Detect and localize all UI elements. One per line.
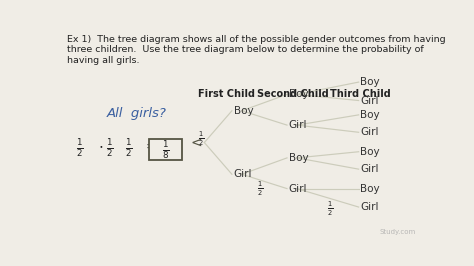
Text: Boy: Boy (289, 153, 309, 163)
Text: Boy: Boy (360, 147, 380, 157)
Text: $=$: $=$ (143, 139, 158, 153)
Text: Boy: Boy (289, 89, 309, 99)
Text: Study.com: Study.com (379, 229, 416, 235)
Text: First Child: First Child (198, 89, 255, 99)
Text: Girl: Girl (289, 184, 307, 194)
Text: Girl: Girl (360, 202, 379, 212)
Text: $\frac{1}{2}$: $\frac{1}{2}$ (198, 129, 204, 148)
Text: $\frac{1}{2}$: $\frac{1}{2}$ (257, 180, 264, 198)
Text: Ex 1)  The tree diagram shows all of the possible gender outcomes from having
th: Ex 1) The tree diagram shows all of the … (66, 35, 445, 65)
Text: Girl: Girl (360, 164, 379, 174)
Text: Boy: Boy (234, 106, 254, 116)
Text: $\frac{1}{2}$: $\frac{1}{2}$ (327, 200, 334, 218)
Text: Boy: Boy (360, 184, 380, 194)
Text: Boy: Boy (360, 77, 380, 87)
Text: Girl: Girl (360, 127, 379, 137)
Text: $\cdot$: $\cdot$ (98, 138, 103, 153)
Text: All  girls?: All girls? (107, 107, 167, 120)
Text: Second Child: Second Child (256, 89, 328, 99)
Text: Boy: Boy (360, 110, 380, 120)
FancyBboxPatch shape (149, 139, 182, 160)
Text: <: < (191, 135, 202, 149)
Text: $\frac{1}{2}$: $\frac{1}{2}$ (125, 137, 132, 159)
Text: $\frac{1}{2}$: $\frac{1}{2}$ (76, 137, 83, 159)
Text: Girl: Girl (289, 120, 307, 130)
Text: $\frac{1}{8}$: $\frac{1}{8}$ (162, 139, 170, 161)
Text: Third Child: Third Child (330, 89, 391, 99)
Text: Girl: Girl (360, 95, 379, 106)
Text: $\frac{1}{2}$: $\frac{1}{2}$ (106, 137, 114, 159)
Text: Girl: Girl (234, 169, 252, 179)
